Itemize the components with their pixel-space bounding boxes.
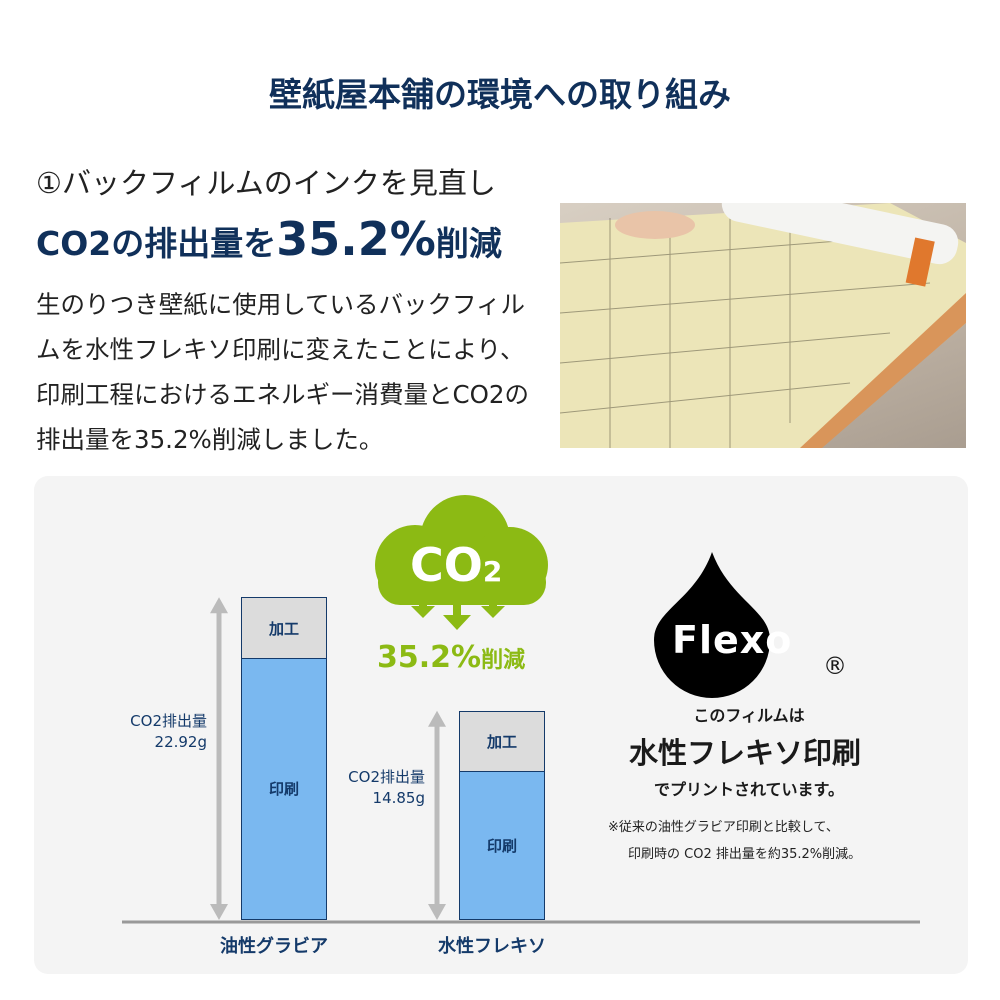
bar-segment-process: 加工: [241, 597, 327, 659]
total-arrow: [428, 710, 446, 920]
registered-mark: ®: [823, 652, 847, 680]
wallpaper-backfilm-photo: [560, 203, 966, 448]
total-label: CO2排出量 22.92g: [130, 711, 207, 751]
section-heading: ①バックフィルムのインクを見直し: [36, 166, 496, 200]
total-arrow: [210, 597, 228, 920]
bar-segment-print: 印刷: [241, 657, 327, 920]
flexo-line3: でプリントされています。: [654, 780, 844, 799]
reduction-label: 35.2%削減: [377, 640, 526, 675]
category-label: 水性フレキソ: [438, 936, 546, 957]
headline-prefix: CO2の排出量を: [36, 224, 277, 263]
bar-segment-print: 印刷: [459, 771, 545, 920]
section-body: 生のりつき壁紙に使用しているバックフィルムを水性フレキソ印刷に変えたことにより、…: [36, 290, 529, 454]
co2-cloud-icon: [375, 495, 548, 630]
section-headline: CO2の排出量を35.2%削減: [36, 212, 502, 266]
ink-drop-icon: [654, 552, 770, 698]
flexo-logo: Flexo: [672, 618, 793, 662]
flexo-note1: ※従来の油性グラビア印刷と比較して、: [608, 820, 839, 835]
category-label: 油性グラビア: [220, 936, 328, 957]
flexo-line1: このフィルムは: [693, 706, 805, 725]
cloud-co2-text: CO2: [410, 538, 503, 592]
headline-suffix: 削減: [435, 224, 502, 263]
bar-segment-process: 加工: [459, 710, 545, 773]
headline-percent: 35.2%: [276, 212, 436, 266]
page-title: 壁紙屋本舗の環境への取り組み: [269, 75, 731, 114]
flexo-line2: 水性フレキソ印刷: [628, 736, 861, 770]
total-label: CO2排出量 14.85g: [348, 768, 425, 808]
down-arrow-icons: [411, 600, 505, 630]
flexo-note2: 印刷時の CO2 排出量を約35.2%削減。: [628, 847, 862, 862]
